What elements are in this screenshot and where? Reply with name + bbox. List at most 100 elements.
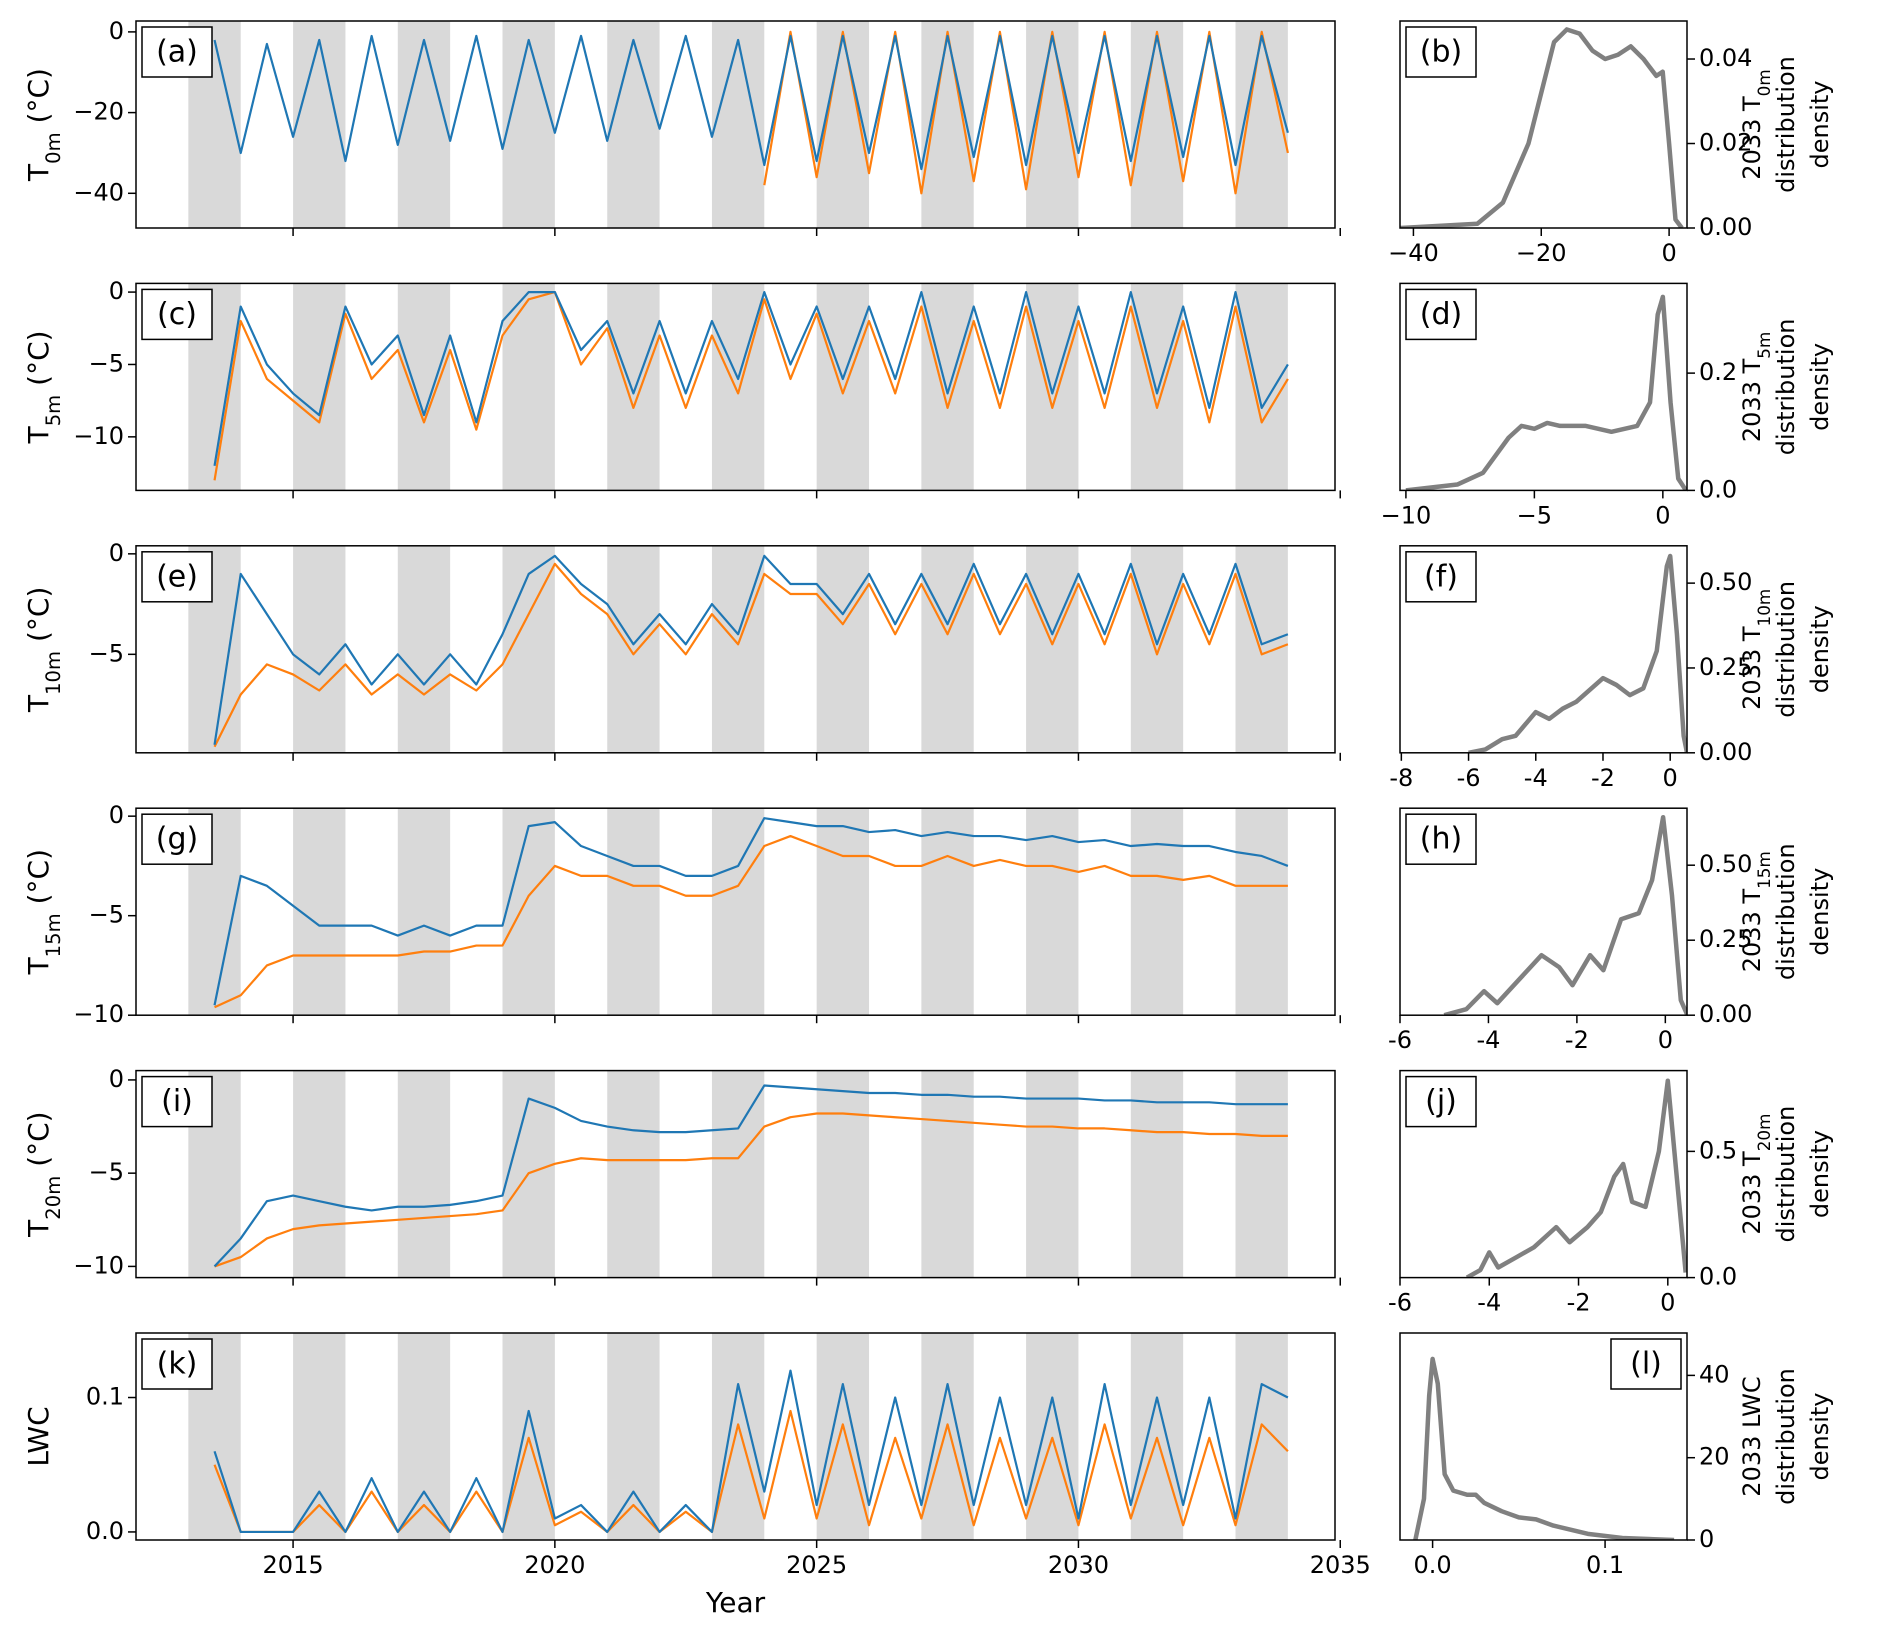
shaded-span bbox=[607, 808, 660, 1016]
series-line bbox=[213, 1369, 1289, 1534]
shaded-span bbox=[921, 808, 974, 1016]
panel-label-box bbox=[1405, 551, 1477, 603]
y-tick-label: −10 bbox=[73, 1251, 124, 1279]
label-main: density bbox=[1806, 81, 1834, 169]
x-tick-label: 2035 bbox=[1310, 1551, 1371, 1579]
y-tick-label: 0 bbox=[1699, 1525, 1714, 1553]
panel: −10 −5 0 (c) T5m (°C) bbox=[22, 277, 1341, 499]
y-tick-label: 0.50 bbox=[1699, 850, 1752, 878]
label-main: density bbox=[1806, 343, 1834, 431]
x-tick-label: −10 bbox=[1381, 501, 1432, 529]
panel-label: (j) bbox=[1425, 1084, 1457, 1119]
y-axis-label: T5m (°C) bbox=[22, 330, 65, 444]
y-tick-label: 40 bbox=[1699, 1360, 1730, 1388]
shaded-span bbox=[921, 1333, 974, 1540]
y-axis-label: 2033 T5m bbox=[1738, 332, 1774, 442]
series-line bbox=[213, 290, 1289, 481]
shaded-span bbox=[607, 1070, 660, 1278]
panel: −5 0 (e) T10m (°C) bbox=[22, 539, 1341, 761]
label-unit: (°C) bbox=[22, 1111, 55, 1175]
panel: 0 20 40 0.0 0.1 (l) 2033 LWC distribution densit… bbox=[1399, 1332, 1834, 1579]
label-main: density bbox=[1806, 1130, 1834, 1218]
shaded-span bbox=[607, 545, 660, 753]
panel: 0.00 0.02 0.04 −40 −20 0 (b) 2033 T0mdistributi… bbox=[1388, 20, 1834, 267]
panel-label-box bbox=[1405, 813, 1477, 865]
y-tick-label: 0.00 bbox=[1699, 738, 1752, 766]
y-axis-label: LWC bbox=[22, 1406, 55, 1466]
label-subscript: 0m bbox=[42, 132, 65, 164]
label-main: T bbox=[22, 425, 55, 444]
label-main: 2033 T bbox=[1738, 626, 1766, 710]
label-main: distribution bbox=[1772, 1106, 1800, 1243]
y-axis-label: 2033 T20m bbox=[1738, 1114, 1774, 1235]
series-line bbox=[213, 1084, 1288, 1268]
panel-label-box bbox=[1405, 26, 1477, 78]
y-axis-label: density bbox=[1806, 1130, 1834, 1218]
shaded-span bbox=[1130, 1070, 1184, 1278]
shaded-span bbox=[816, 283, 870, 491]
shaded-span bbox=[816, 1333, 870, 1540]
label-main: distribution bbox=[1772, 843, 1800, 980]
y-tick-label: −5 bbox=[89, 639, 124, 667]
x-tick-label: -2 bbox=[1591, 764, 1615, 792]
shaded-span bbox=[397, 545, 451, 753]
axes-frame bbox=[1399, 20, 1688, 229]
x-tick-label: -6 bbox=[1388, 1289, 1412, 1317]
label-main: distribution bbox=[1772, 56, 1800, 193]
label-main: T bbox=[22, 163, 55, 182]
shaded-span bbox=[397, 1333, 451, 1540]
shaded-span bbox=[293, 1070, 346, 1278]
shaded-span bbox=[293, 283, 346, 491]
y-axis-label: distribution bbox=[1772, 56, 1800, 193]
y-axis-label: T10m (°C) bbox=[22, 587, 65, 713]
shaded-span bbox=[502, 21, 555, 228]
shaded-span bbox=[1130, 1333, 1184, 1540]
y-axis-label: distribution bbox=[1772, 581, 1800, 718]
y-tick-label: 0.1 bbox=[86, 1383, 124, 1411]
y-tick-label: 0.04 bbox=[1699, 44, 1752, 72]
shaded-span bbox=[502, 1333, 555, 1540]
series-line bbox=[214, 834, 1288, 1009]
shaded-span bbox=[816, 1070, 870, 1278]
shaded-span bbox=[711, 1333, 765, 1540]
label-main: distribution bbox=[1772, 1368, 1800, 1505]
axes-frame bbox=[1399, 807, 1688, 1016]
y-axis-label: T20m (°C) bbox=[22, 1111, 65, 1237]
label-subscript: 5m bbox=[1754, 332, 1774, 359]
panel-label: (f) bbox=[1424, 559, 1458, 594]
y-tick-label: 0.02 bbox=[1699, 129, 1752, 157]
label-unit: (°C) bbox=[22, 587, 55, 651]
label-main: density bbox=[1806, 1393, 1834, 1481]
panel: 0.00 0.25 0.50 -8 -6 -4 -2 0 (f) 2033 T10mdistrib… bbox=[1389, 545, 1834, 792]
series-line bbox=[213, 817, 1289, 1006]
panel-label-box bbox=[1405, 1075, 1477, 1128]
label-main: T bbox=[22, 956, 55, 975]
x-tick-label: -8 bbox=[1389, 764, 1413, 792]
y-tick-label: 0.5 bbox=[1699, 1136, 1737, 1164]
x-tick-label: 2015 bbox=[263, 1551, 324, 1579]
series-line bbox=[1405, 294, 1687, 491]
label-main: distribution bbox=[1772, 581, 1800, 718]
shaded-span bbox=[1026, 545, 1079, 753]
x-axis-label: Year bbox=[705, 1586, 766, 1619]
shaded-span bbox=[397, 21, 451, 228]
y-axis-label: 2033 T15m bbox=[1738, 851, 1774, 972]
shaded-span bbox=[1026, 808, 1079, 1016]
shaded-span bbox=[502, 808, 555, 1016]
x-tick-label: -4 bbox=[1476, 1026, 1500, 1054]
y-tick-label: 0.25 bbox=[1699, 925, 1752, 953]
y-tick-label: 0.00 bbox=[1699, 1000, 1752, 1028]
panel-label-box bbox=[141, 1338, 213, 1390]
series-line bbox=[213, 290, 1289, 466]
shaded-span bbox=[1235, 1070, 1288, 1278]
x-tick-label: 2020 bbox=[524, 1551, 585, 1579]
panel: −40 −20 0 (a) T0m (°C) bbox=[22, 17, 1341, 236]
panel-label: (h) bbox=[1420, 822, 1462, 857]
x-tick-label: 0 bbox=[1655, 501, 1670, 529]
label-subscript: 15m bbox=[42, 913, 65, 957]
y-tick-label: −5 bbox=[89, 349, 124, 377]
y-tick-label: 0 bbox=[109, 539, 124, 567]
axes-frame bbox=[135, 545, 1336, 754]
